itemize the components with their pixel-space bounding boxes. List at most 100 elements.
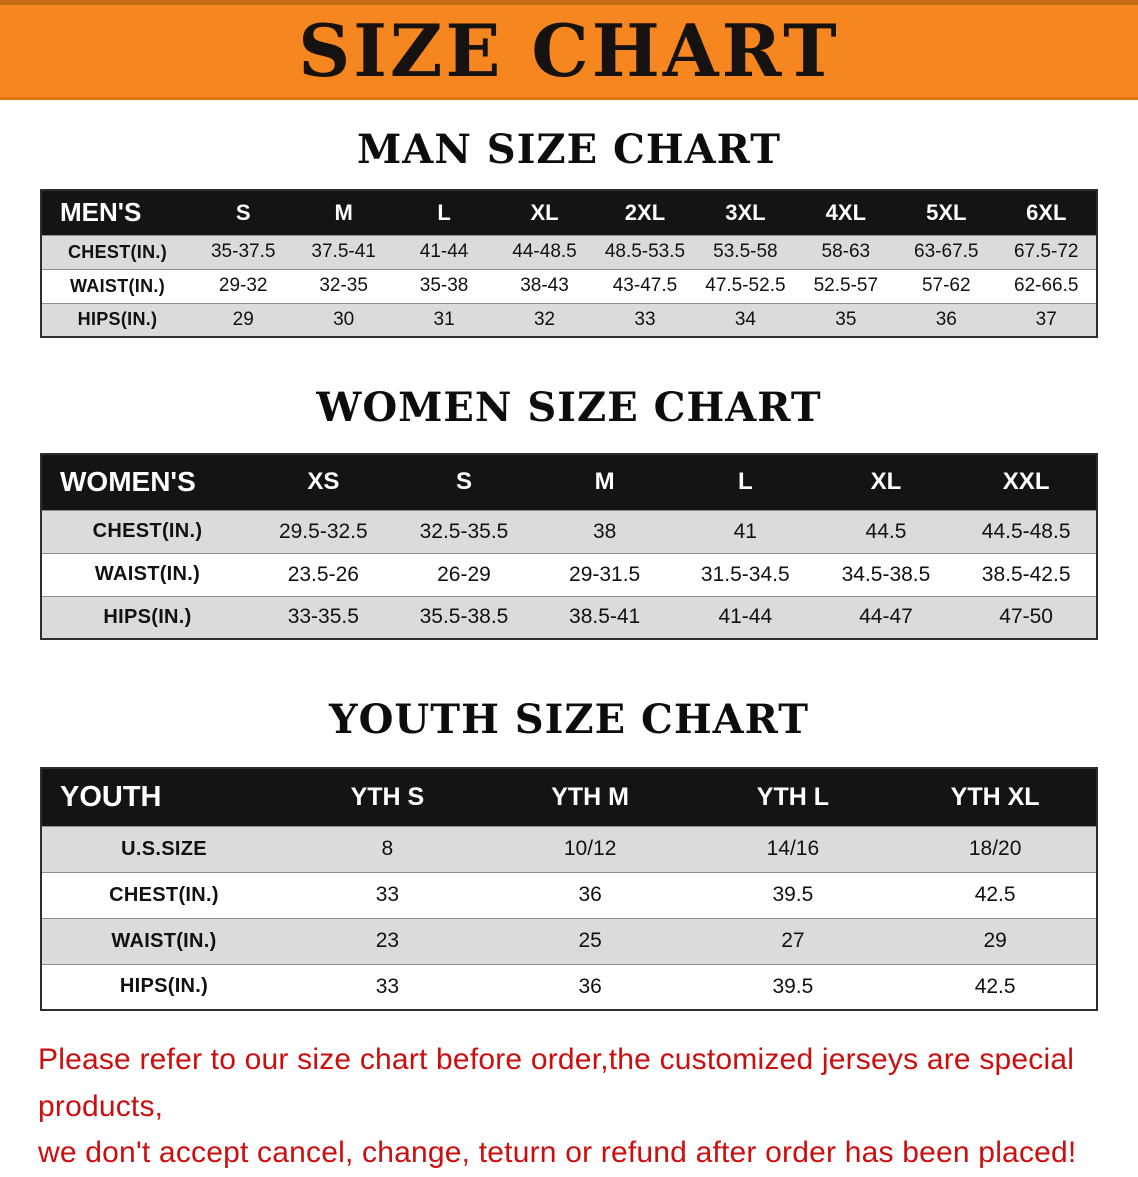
size-value-cell: 8 — [286, 825, 489, 872]
section-men: MAN SIZE CHART MEN'S S M L XL 2XL 3XL 4XL 5XL 6XL… — [0, 126, 1138, 338]
size-column-header: XS — [253, 454, 394, 510]
size-value-cell: 31 — [393, 302, 495, 337]
table-row: WAIST(IN.) 23.5-26 26-29 29-31.5 31.5-34.5 34… — [41, 552, 1097, 596]
row-label: HIPS(IN.) — [41, 302, 193, 337]
size-column-header: M — [534, 454, 675, 510]
size-value-cell: 10/12 — [488, 825, 692, 872]
size-column-header: XL — [815, 454, 957, 510]
size-value-cell: 26-29 — [393, 552, 535, 596]
size-value-cell: 33-35.5 — [253, 595, 394, 639]
size-value-cell: 33 — [594, 302, 696, 337]
size-value-cell: 38.5-41 — [534, 595, 675, 639]
men-section-heading: MAN SIZE CHART — [357, 126, 781, 173]
table-row: HIPS(IN.) 33-35.5 35.5-38.5 38.5-41 41-44 44-… — [41, 595, 1097, 639]
size-value-cell: 32-35 — [293, 268, 394, 303]
size-value-cell: 31.5-34.5 — [674, 552, 816, 596]
women-section-heading: WOMEN SIZE CHART — [316, 384, 822, 431]
row-label: U.S.SIZE — [41, 825, 286, 872]
size-column-header: YTH S — [286, 768, 489, 826]
size-value-cell: 63-67.5 — [896, 234, 997, 269]
size-value-cell: 44.5 — [815, 509, 957, 553]
size-value-cell: 39.5 — [691, 871, 895, 918]
size-column-header: XL — [494, 190, 595, 235]
size-value-cell: 62-66.5 — [996, 268, 1097, 303]
size-value-cell: 35-37.5 — [193, 234, 294, 269]
youth-section-heading: YOUTH SIZE CHART — [329, 696, 809, 743]
page-title: SIZE CHART — [298, 8, 840, 93]
size-column-header: 5XL — [896, 190, 997, 235]
banner: SIZE CHART — [0, 0, 1138, 100]
size-value-cell: 41-44 — [674, 595, 816, 639]
row-label: CHEST(IN.) — [41, 509, 253, 553]
size-column-header: M — [293, 190, 394, 235]
size-column-header: L — [393, 190, 495, 235]
size-column-header: L — [674, 454, 816, 510]
size-column-header: 3XL — [695, 190, 796, 235]
size-value-cell: 35 — [795, 302, 897, 337]
size-value-cell: 32 — [494, 302, 595, 337]
table-row: U.S.SIZE 8 10/12 14/16 18/20 — [41, 825, 1097, 872]
size-value-cell: 29 — [193, 302, 294, 337]
size-value-cell: 47-50 — [956, 595, 1097, 639]
row-label: HIPS(IN.) — [41, 963, 286, 1010]
size-column-header: YTH L — [691, 768, 895, 826]
row-label: HIPS(IN.) — [41, 595, 253, 639]
size-value-cell: 41-44 — [393, 234, 495, 269]
size-value-cell: 27 — [691, 917, 895, 964]
table-row: HIPS(IN.) 29 30 31 32 33 34 35 36 37 — [41, 302, 1097, 337]
youth-size-table: YOUTH YTH S YTH M YTH L YTH XL U.S.SIZE 8 10/12… — [40, 767, 1098, 1011]
table-row: CHEST(IN.) 35-37.5 37.5-41 41-44 44-48.5 48.5… — [41, 234, 1097, 269]
size-value-cell: 38 — [534, 509, 675, 553]
size-column-header: S — [193, 190, 294, 235]
size-value-cell: 42.5 — [894, 963, 1097, 1010]
table-header-row: WOMEN'S XS S M L XL XXL — [41, 454, 1097, 510]
size-column-header: S — [393, 454, 535, 510]
size-value-cell: 29.5-32.5 — [253, 509, 394, 553]
size-value-cell: 42.5 — [894, 871, 1097, 918]
size-value-cell: 44-47 — [815, 595, 957, 639]
table-row: HIPS(IN.) 33 36 39.5 42.5 — [41, 963, 1097, 1010]
table-title-cell: MEN'S — [41, 190, 193, 235]
row-label: CHEST(IN.) — [41, 871, 286, 918]
size-column-header: YTH M — [488, 768, 692, 826]
size-value-cell: 43-47.5 — [594, 268, 696, 303]
size-value-cell: 23 — [286, 917, 489, 964]
men-size-table: MEN'S S M L XL 2XL 3XL 4XL 5XL 6XL CHEST(IN.) 35-37… — [40, 189, 1098, 338]
size-value-cell: 41 — [674, 509, 816, 553]
size-column-header: XXL — [956, 454, 1097, 510]
table-title-cell: YOUTH — [41, 768, 286, 826]
size-value-cell: 23.5-26 — [253, 552, 394, 596]
size-value-cell: 32.5-35.5 — [393, 509, 535, 553]
section-women: WOMEN SIZE CHART WOMEN'S XS S M L XL XXL CHEST(… — [0, 384, 1138, 640]
size-value-cell: 29-31.5 — [534, 552, 675, 596]
table-row: WAIST(IN.) 29-32 32-35 35-38 38-43 43-47.5 47.… — [41, 268, 1097, 303]
size-value-cell: 38-43 — [494, 268, 595, 303]
size-value-cell: 67.5-72 — [996, 234, 1097, 269]
row-label: WAIST(IN.) — [41, 552, 253, 596]
size-value-cell: 36 — [488, 871, 692, 918]
size-value-cell: 39.5 — [691, 963, 895, 1010]
disclaimer-line-1: Please refer to our size chart before or… — [38, 1043, 1075, 1123]
size-value-cell: 47.5-52.5 — [695, 268, 796, 303]
size-value-cell: 34.5-38.5 — [815, 552, 957, 596]
disclaimer: Please refer to our size chart before or… — [0, 1037, 1138, 1177]
size-value-cell: 37.5-41 — [293, 234, 394, 269]
row-label: WAIST(IN.) — [41, 268, 193, 303]
size-value-cell: 38.5-42.5 — [956, 552, 1097, 596]
disclaimer-line-2: we don't accept cancel, change, teturn o… — [38, 1136, 1077, 1169]
women-size-table: WOMEN'S XS S M L XL XXL CHEST(IN.) 29.5-32.5 32.5… — [40, 453, 1098, 640]
size-value-cell: 37 — [996, 302, 1097, 337]
size-value-cell: 29-32 — [193, 268, 294, 303]
size-column-header: YTH XL — [894, 768, 1097, 826]
size-value-cell: 33 — [286, 963, 489, 1010]
size-value-cell: 14/16 — [691, 825, 895, 872]
table-row: WAIST(IN.) 23 25 27 29 — [41, 917, 1097, 964]
size-value-cell: 29 — [894, 917, 1097, 964]
table-header-row: YOUTH YTH S YTH M YTH L YTH XL — [41, 768, 1097, 826]
size-value-cell: 35-38 — [393, 268, 495, 303]
size-value-cell: 35.5-38.5 — [393, 595, 535, 639]
size-value-cell: 58-63 — [795, 234, 897, 269]
table-title-cell: WOMEN'S — [41, 454, 253, 510]
size-column-header: 2XL — [594, 190, 696, 235]
size-value-cell: 36 — [488, 963, 692, 1010]
